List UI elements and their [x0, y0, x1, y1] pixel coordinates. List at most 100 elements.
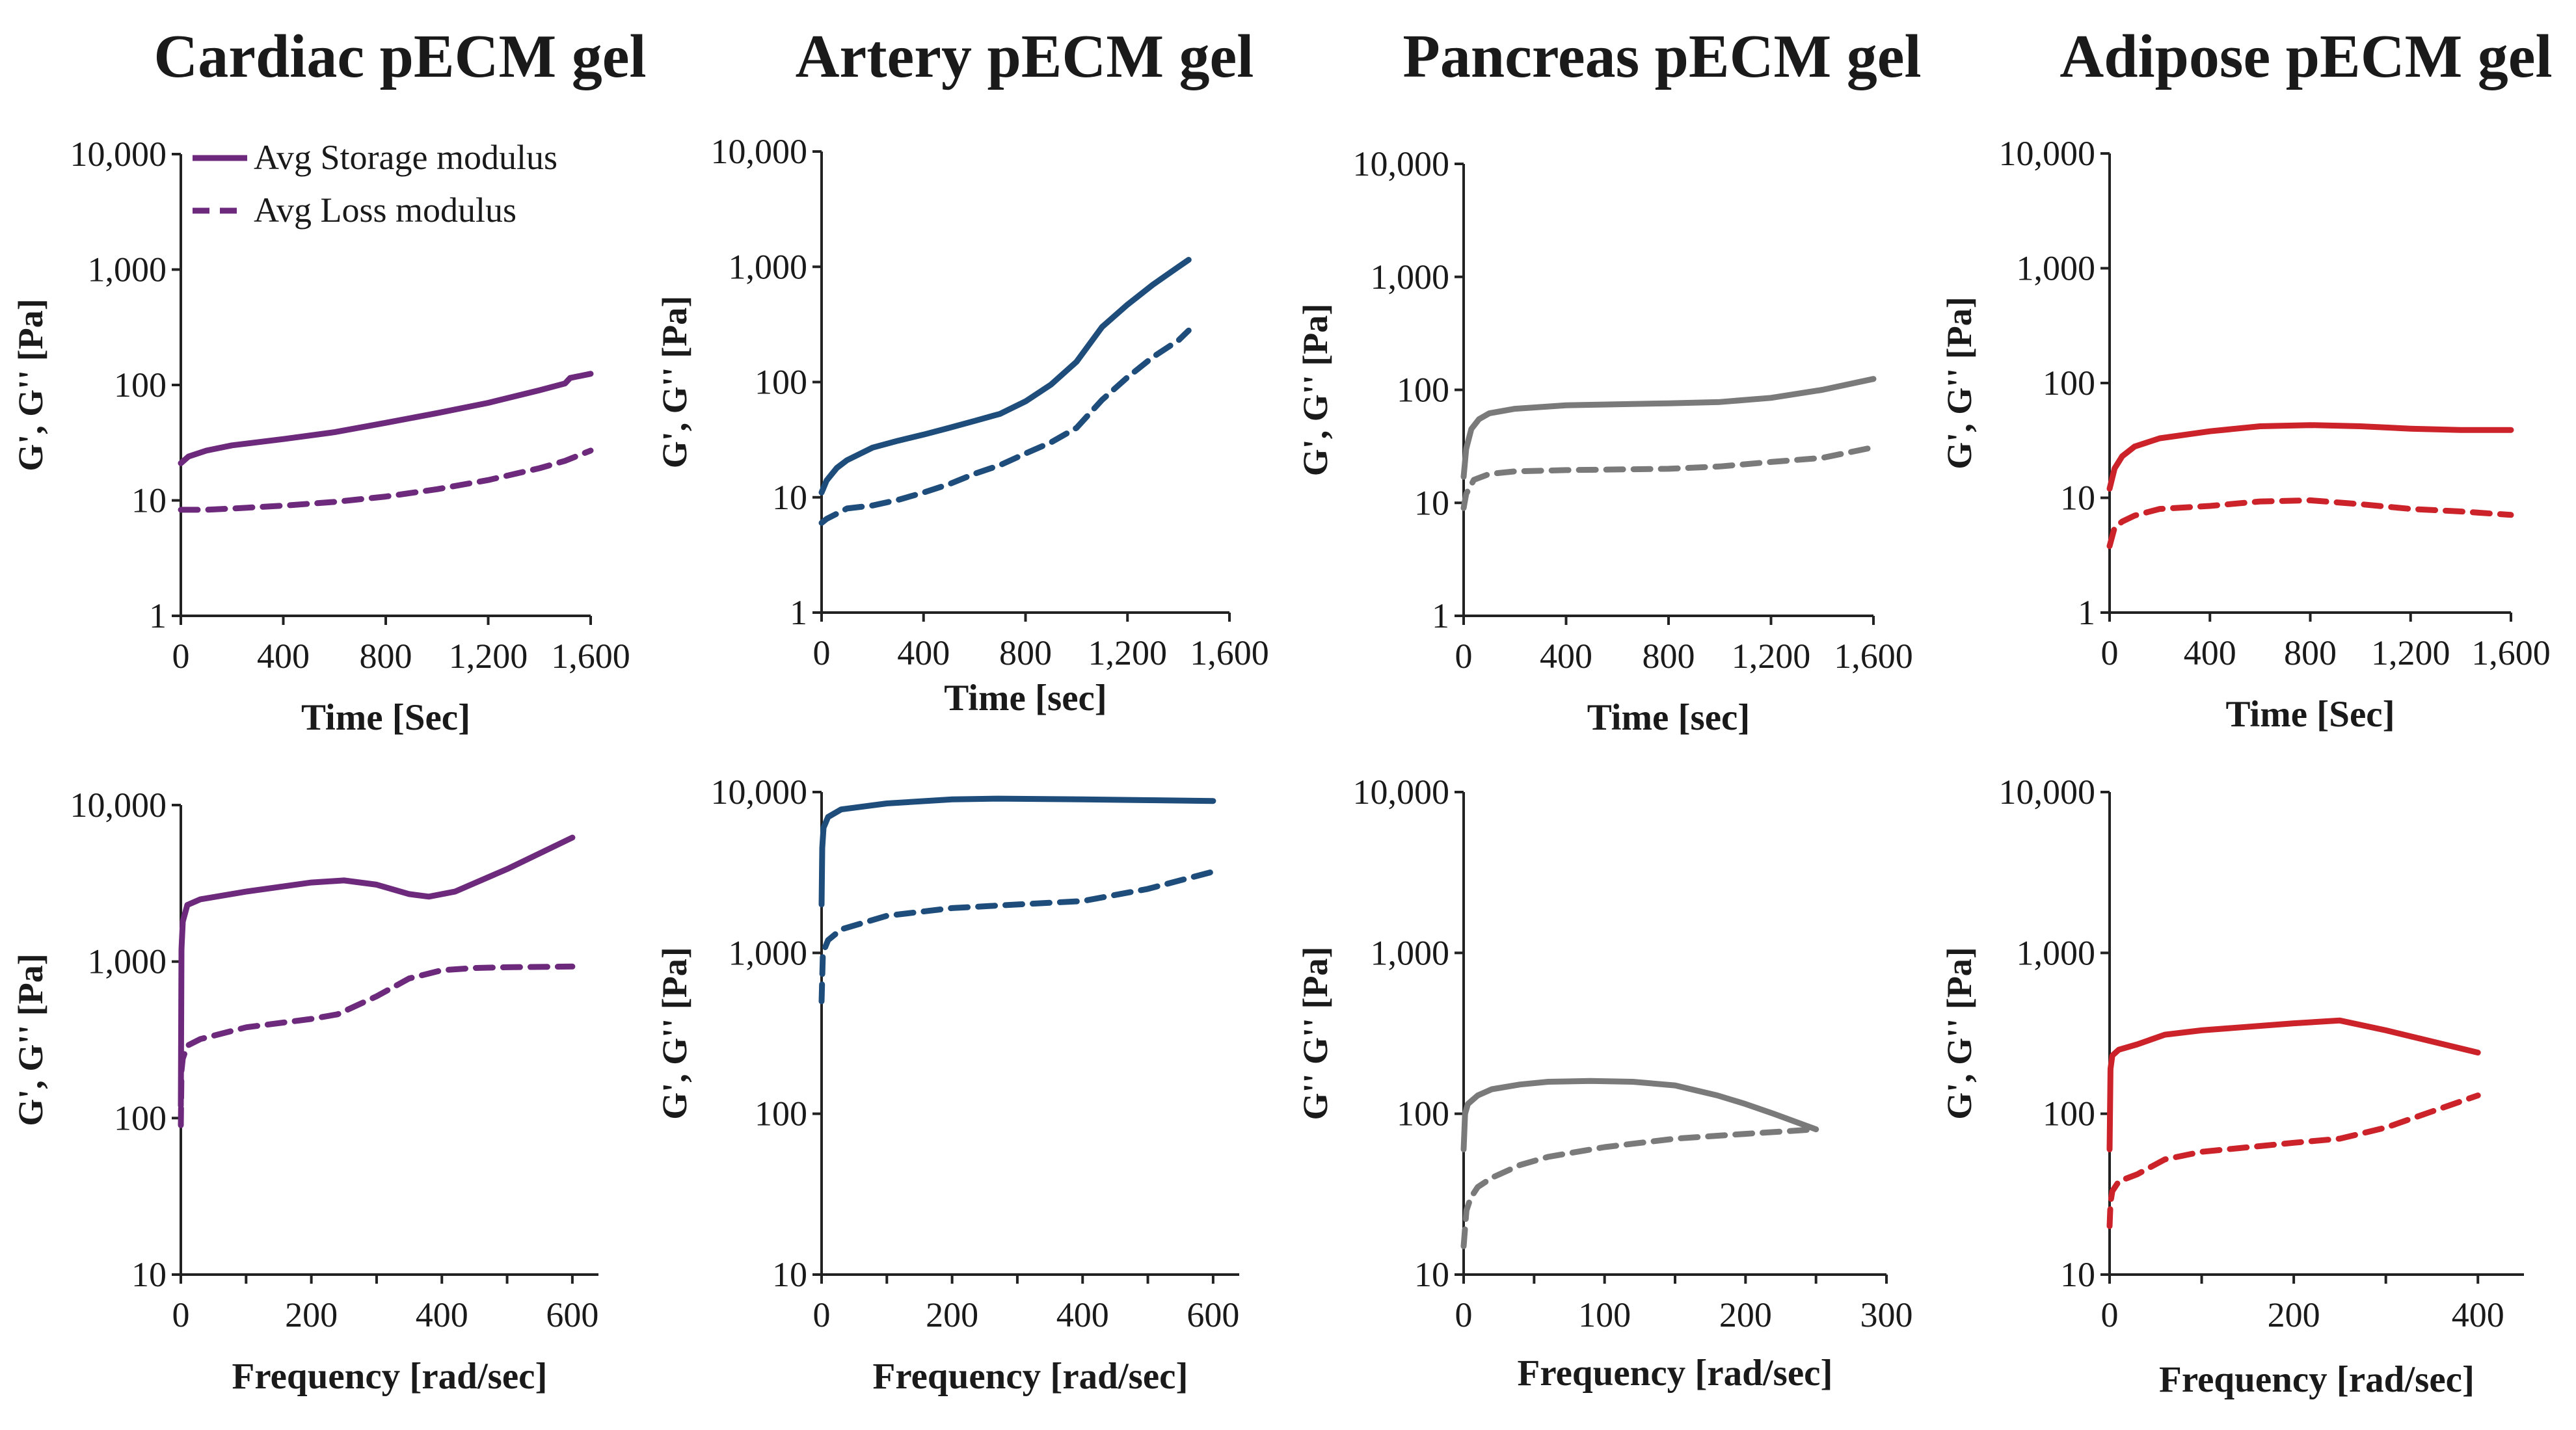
y-tick-label: 100	[755, 363, 807, 402]
x-tick-label: 1,200	[1732, 637, 1811, 676]
y-axis-label: G', G'' [Pa]	[1940, 947, 1979, 1119]
y-tick-label: 1,000	[2017, 933, 2096, 972]
x-tick-label: 800	[360, 637, 412, 676]
y-axis-label: G', G'' [Pa]	[11, 953, 50, 1126]
loss-modulus-line	[1460, 1126, 1819, 1249]
x-axis-label: Time [sec]	[944, 678, 1107, 719]
y-tick-label: 10,000	[1353, 773, 1450, 812]
y-tick-label: 1,000	[1371, 933, 1450, 972]
y-tick-label: 1,000	[2017, 249, 2096, 288]
legend-storage-label: Avg Storage modulus	[254, 138, 557, 177]
title-adipose: Adipose pECM gel	[2059, 23, 2552, 90]
x-tick-label: 0	[172, 637, 190, 676]
storage-modulus-line	[818, 257, 1192, 496]
x-tick-label: 300	[1860, 1295, 1913, 1334]
x-tick-label: 800	[999, 633, 1052, 672]
y-tick-label: 1	[790, 593, 807, 632]
y-tick-label: 100	[2043, 1094, 2095, 1133]
loss-modulus-line	[2106, 1092, 2481, 1229]
y-tick-label: 10,000	[711, 132, 808, 171]
x-tick-label: 0	[813, 633, 831, 672]
y-tick-label: 10	[772, 478, 807, 517]
y-tick-label: 1,000	[1371, 258, 1450, 297]
x-tick-label: 200	[2268, 1295, 2320, 1334]
x-tick-label: 100	[1578, 1295, 1631, 1334]
x-axis-label: Frequency [rad/sec]	[873, 1356, 1188, 1397]
x-axis-label: Frequency [rad/sec]	[1518, 1353, 1833, 1394]
y-tick-label: 10	[772, 1255, 807, 1294]
loss-modulus-line	[178, 447, 594, 513]
x-tick-label: 800	[2284, 633, 2337, 672]
panel-artery-time: 1 10 100 1,000 10,000 0 400 800 1,200 1,600 Time […	[655, 132, 1269, 719]
panel-cardiac-time: 1 10 100 1,000 10,000 0 400 800 1,200 1,600 Time […	[11, 135, 630, 738]
x-axis-label: Time [Sec]	[301, 697, 470, 738]
x-tick-label: 0	[2101, 633, 2119, 672]
x-tick-label: 400	[416, 1295, 468, 1334]
x-tick-label: 1,600	[551, 637, 630, 676]
title-pancreas: Pancreas pECM gel	[1402, 23, 1921, 90]
y-axis-label: G'' G'' [Pa]	[1296, 947, 1335, 1120]
x-tick-label: 0	[1455, 637, 1473, 676]
y-tick-label: 10	[131, 481, 167, 520]
loss-modulus-line	[818, 868, 1216, 1005]
panel-adipose-time: 1 10 100 1,000 10,000 0 400 800 1,200 1,600 Time […	[1940, 134, 2551, 735]
x-tick-label: 400	[2184, 633, 2236, 672]
y-tick-label: 1,000	[88, 250, 167, 289]
legend-loss-label: Avg Loss modulus	[254, 191, 517, 230]
x-tick-label: 600	[546, 1295, 598, 1334]
y-tick-label: 10,000	[70, 786, 167, 825]
panel-pancreas-time: 1 10 100 1,000 10,000 0 400 800 1,200 1,600 Time […	[1296, 144, 1913, 738]
title-artery: Artery pECM gel	[796, 23, 1254, 90]
y-tick-label: 10,000	[1353, 144, 1450, 183]
y-tick-label: 10,000	[711, 773, 808, 812]
y-axis-label: G', G'' [Pa]	[11, 298, 50, 471]
x-tick-label: 400	[2452, 1295, 2504, 1334]
x-tick-label: 0	[2101, 1295, 2119, 1334]
x-tick-label: 200	[926, 1295, 978, 1334]
y-tick-label: 1,000	[729, 247, 808, 286]
x-axis-label: Time [Sec]	[2225, 694, 2395, 735]
title-cardiac: Cardiac pECM gel	[154, 23, 646, 90]
x-axis-label: Frequency [rad/sec]	[232, 1356, 548, 1397]
y-tick-label: 10	[1414, 1255, 1449, 1294]
x-tick-label: 1,600	[1834, 637, 1913, 676]
x-tick-label: 1,200	[449, 637, 528, 676]
loss-modulus-line	[818, 327, 1192, 526]
panel-pancreas-freq: 10 100 1,000 10,000 0 100 200 300 Frequency [rad…	[1296, 773, 1913, 1394]
y-tick-label: 100	[1397, 371, 1449, 410]
x-tick-label: 200	[1719, 1295, 1772, 1334]
x-tick-label: 1,200	[2371, 633, 2450, 672]
x-tick-label: 200	[285, 1295, 338, 1334]
panel-artery-freq: 10 100 1,000 10,000 0 200 400 600 Frequency [rad…	[655, 773, 1239, 1397]
y-tick-label: 100	[114, 1098, 167, 1137]
y-tick-label: 10,000	[70, 135, 167, 174]
x-tick-label: 1,600	[1190, 633, 1269, 672]
x-tick-label: 400	[1056, 1295, 1109, 1334]
panel-cardiac-freq: 10 100 1,000 10,000 0 200 400 600 Frequency [rad…	[11, 786, 598, 1397]
x-axis-label: Time [sec]	[1587, 697, 1751, 738]
x-tick-label: 800	[1643, 637, 1695, 676]
y-tick-label: 1	[149, 596, 167, 635]
x-tick-label: 400	[257, 637, 310, 676]
y-tick-label: 10	[2060, 1255, 2095, 1294]
storage-modulus-line	[1460, 1078, 1819, 1152]
x-tick-label: 400	[897, 633, 950, 672]
y-tick-label: 1,000	[88, 942, 167, 981]
x-tick-label: 400	[1540, 637, 1592, 676]
storage-modulus-line	[2106, 422, 2514, 492]
x-tick-label: 1,600	[2471, 633, 2551, 672]
y-tick-label: 100	[1397, 1094, 1449, 1133]
panel-adipose-freq: 10 100 1,000 10,000 0 200 400 Frequency [rad/se…	[1940, 773, 2524, 1400]
x-axis-label: Frequency [rad/sec]	[2159, 1359, 2475, 1400]
legend: Avg Storage modulus Avg Loss modulus	[193, 138, 557, 230]
x-tick-label: 0	[813, 1295, 831, 1334]
storage-modulus-line	[2106, 1017, 2481, 1152]
y-tick-label: 100	[114, 365, 167, 404]
y-tick-label: 10,000	[1999, 773, 2096, 812]
x-tick-label: 600	[1187, 1295, 1239, 1334]
x-tick-label: 0	[172, 1295, 190, 1334]
y-axis-label: G', G'' [Pa]	[1940, 297, 1979, 469]
y-tick-label: 1	[2078, 593, 2095, 632]
y-tick-label: 100	[755, 1094, 807, 1133]
